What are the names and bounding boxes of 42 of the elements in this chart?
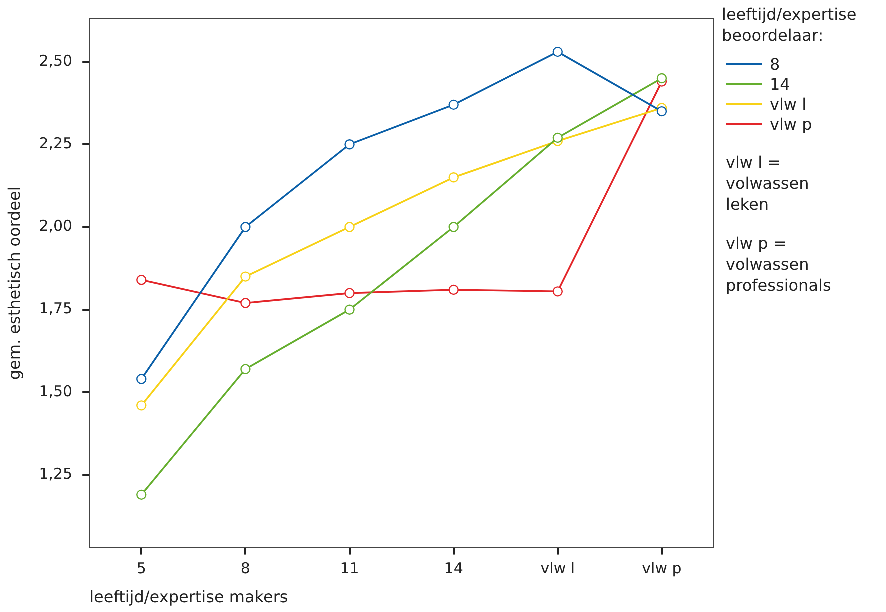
legend-label: 14 bbox=[770, 74, 790, 94]
point bbox=[656, 73, 668, 84]
point bbox=[136, 374, 147, 384]
point bbox=[448, 172, 459, 183]
legend-label: 8 bbox=[770, 54, 780, 74]
x-tick-label: 11 bbox=[340, 560, 360, 578]
x-tick-label: 5 bbox=[136, 560, 146, 578]
y-axis-title: gem. esthetisch oordeel bbox=[4, 186, 24, 380]
point bbox=[240, 364, 251, 374]
y-tick-label: 2,50 bbox=[39, 52, 73, 70]
point bbox=[240, 222, 251, 232]
text: vlw l = volwassen leken bbox=[726, 152, 810, 215]
x-tick-label: 8 bbox=[240, 560, 250, 578]
point bbox=[344, 288, 355, 298]
y-tick-label: 1,25 bbox=[39, 464, 73, 483]
legend-label: vlw p bbox=[770, 114, 812, 134]
legend-label: vlw l bbox=[770, 94, 807, 114]
text: vlw p = volwassen professionals bbox=[726, 233, 832, 296]
point bbox=[344, 139, 355, 150]
x-tick-label: 14 bbox=[444, 560, 464, 578]
y-tick-label: 1,50 bbox=[39, 382, 73, 400]
point bbox=[656, 106, 668, 117]
point bbox=[344, 222, 355, 232]
legend-title: leeftijd/expertise beoordelaar: bbox=[722, 4, 858, 46]
x-tick-label: vlw l bbox=[540, 560, 576, 578]
point bbox=[552, 46, 563, 58]
point bbox=[552, 132, 563, 144]
y-tick-label: 2,00 bbox=[39, 217, 73, 236]
point bbox=[240, 272, 251, 282]
x-axis-title: leeftijd/expertise makers bbox=[90, 588, 288, 607]
point bbox=[344, 304, 355, 315]
point bbox=[136, 490, 147, 500]
point bbox=[448, 222, 459, 232]
point bbox=[552, 286, 563, 297]
point bbox=[136, 274, 147, 286]
y-tick-label: 1,75 bbox=[39, 300, 73, 318]
x-tick-label: vlw p bbox=[642, 560, 682, 578]
point bbox=[448, 284, 459, 296]
point bbox=[136, 400, 147, 411]
point bbox=[240, 298, 251, 308]
y-tick-label: 2,25 bbox=[39, 134, 73, 152]
point bbox=[448, 100, 459, 110]
